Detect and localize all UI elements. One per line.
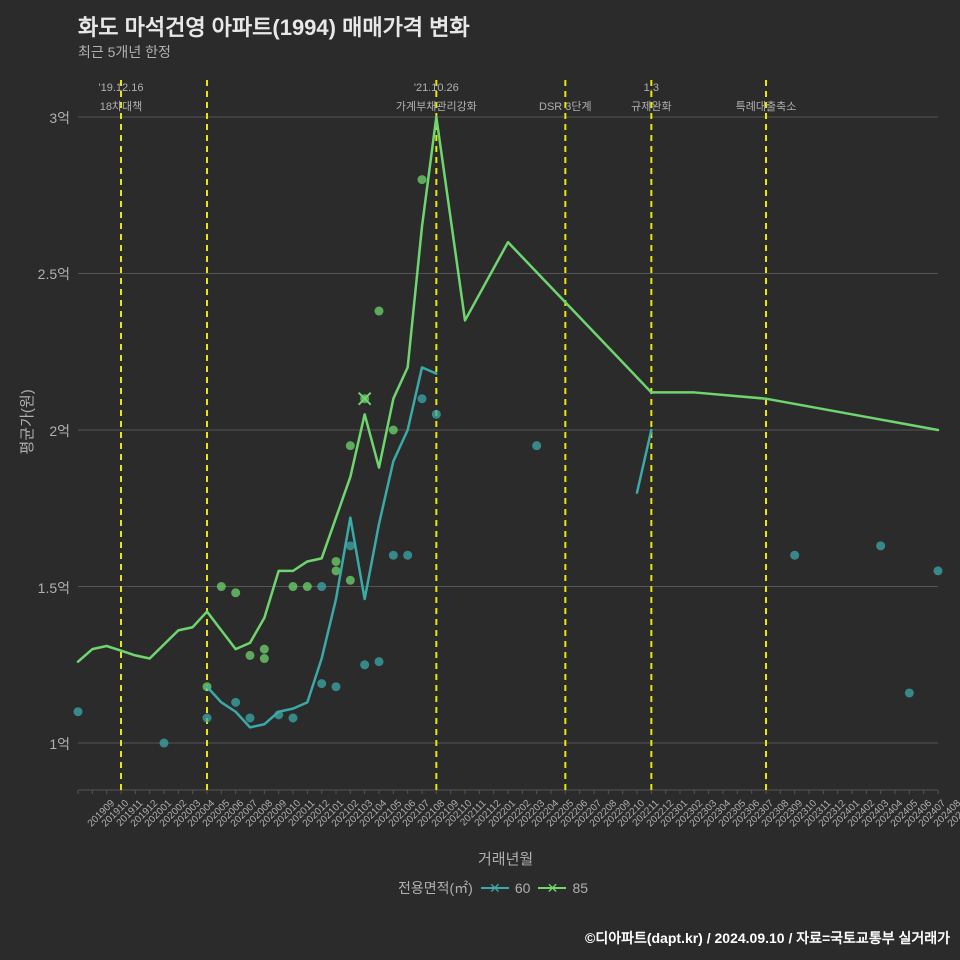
vline-label-bottom: 특례대출축소 <box>736 98 797 114</box>
legend-swatch: ✕ <box>481 887 509 889</box>
legend-item: ✕ 60 <box>481 880 531 896</box>
vline-label-bottom: 가계부채관리강화 <box>396 98 477 114</box>
y-tick-label: 2.5억 <box>30 264 70 284</box>
legend: 전용면적(㎡) ✕ 60 ✕ 85 <box>398 878 588 898</box>
legend-item: ✕ 85 <box>538 880 588 896</box>
vline-label-bottom: 규제완화 <box>631 98 671 114</box>
legend-label: 85 <box>572 880 588 896</box>
vline-label-top: '21.10.26 <box>414 82 459 94</box>
y-tick-label: 1억 <box>30 734 70 754</box>
x-marker-icon: ✕ <box>489 881 501 895</box>
x-axis-label: 거래년월 <box>478 848 533 869</box>
vline-label-top: '19.12.16 <box>99 82 144 94</box>
y-tick-label: 1.5억 <box>30 578 70 598</box>
chart-root: 화도 마석건영 아파트(1994) 매매가격 변화 최근 5개년 한정 1억1.… <box>0 0 960 960</box>
vline-label-bottom: 18차대책 <box>100 98 143 114</box>
vline-label-bottom: DSR 3단계 <box>539 98 592 114</box>
x-marker-icon: ✕ <box>547 881 559 895</box>
y-axis-label: 평균가(원) <box>16 389 37 454</box>
y-tick-label: 3억 <box>30 108 70 128</box>
footer-credit: ©디아파트(dapt.kr) / 2024.09.10 / 자료=국토교통부 실… <box>585 928 950 948</box>
vline-label-top: 1.3 <box>644 82 659 94</box>
legend-swatch: ✕ <box>538 887 566 889</box>
legend-title: 전용면적(㎡) <box>398 878 473 898</box>
legend-label: 60 <box>515 880 531 896</box>
